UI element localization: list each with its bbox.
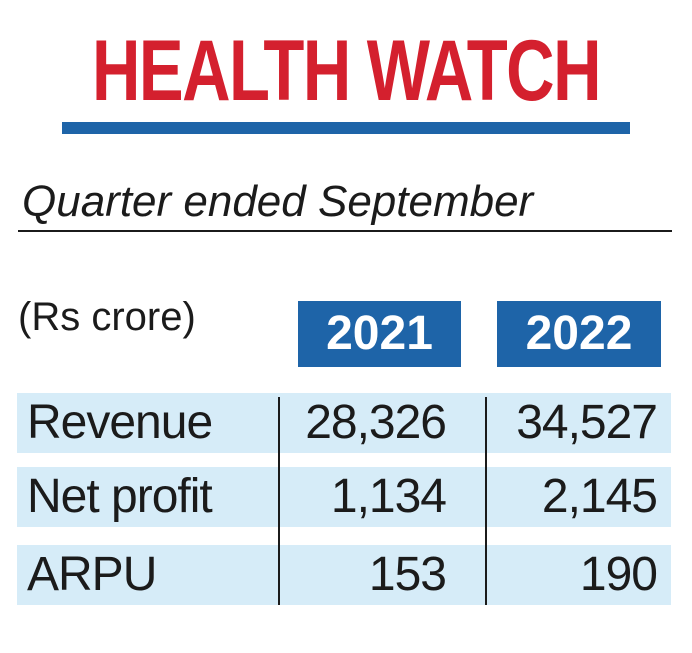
table-row-revenue: Revenue 28,326 34,527: [17, 393, 671, 453]
unit-label: (Rs crore): [18, 295, 196, 339]
cell-value-2022: 190: [579, 548, 658, 601]
subtitle-underline: [18, 230, 672, 232]
column-divider: [485, 397, 487, 605]
table-row-arpu: ARPU 153 190: [17, 545, 671, 605]
table-row-net-profit: Net profit 1,134 2,145: [17, 467, 671, 527]
row-label: Net profit: [27, 470, 213, 523]
cell-value-2021: 1,134: [330, 470, 447, 523]
column-divider: [278, 397, 280, 605]
row-label: Revenue: [27, 396, 213, 449]
cell-value-2022: 2,145: [541, 470, 658, 523]
cell-value-2022: 34,527: [516, 396, 658, 449]
row-label: ARPU: [27, 548, 157, 601]
cell-value-2021: 28,326: [305, 396, 447, 449]
cell-value-2021: 153: [368, 548, 447, 601]
column-header-2022: 2022: [497, 301, 661, 367]
title-underline: [62, 122, 630, 134]
column-header-2021: 2021: [298, 301, 461, 367]
chart-subtitle: Quarter ended September: [22, 177, 534, 226]
chart-title: HEALTH WATCH: [92, 23, 601, 119]
